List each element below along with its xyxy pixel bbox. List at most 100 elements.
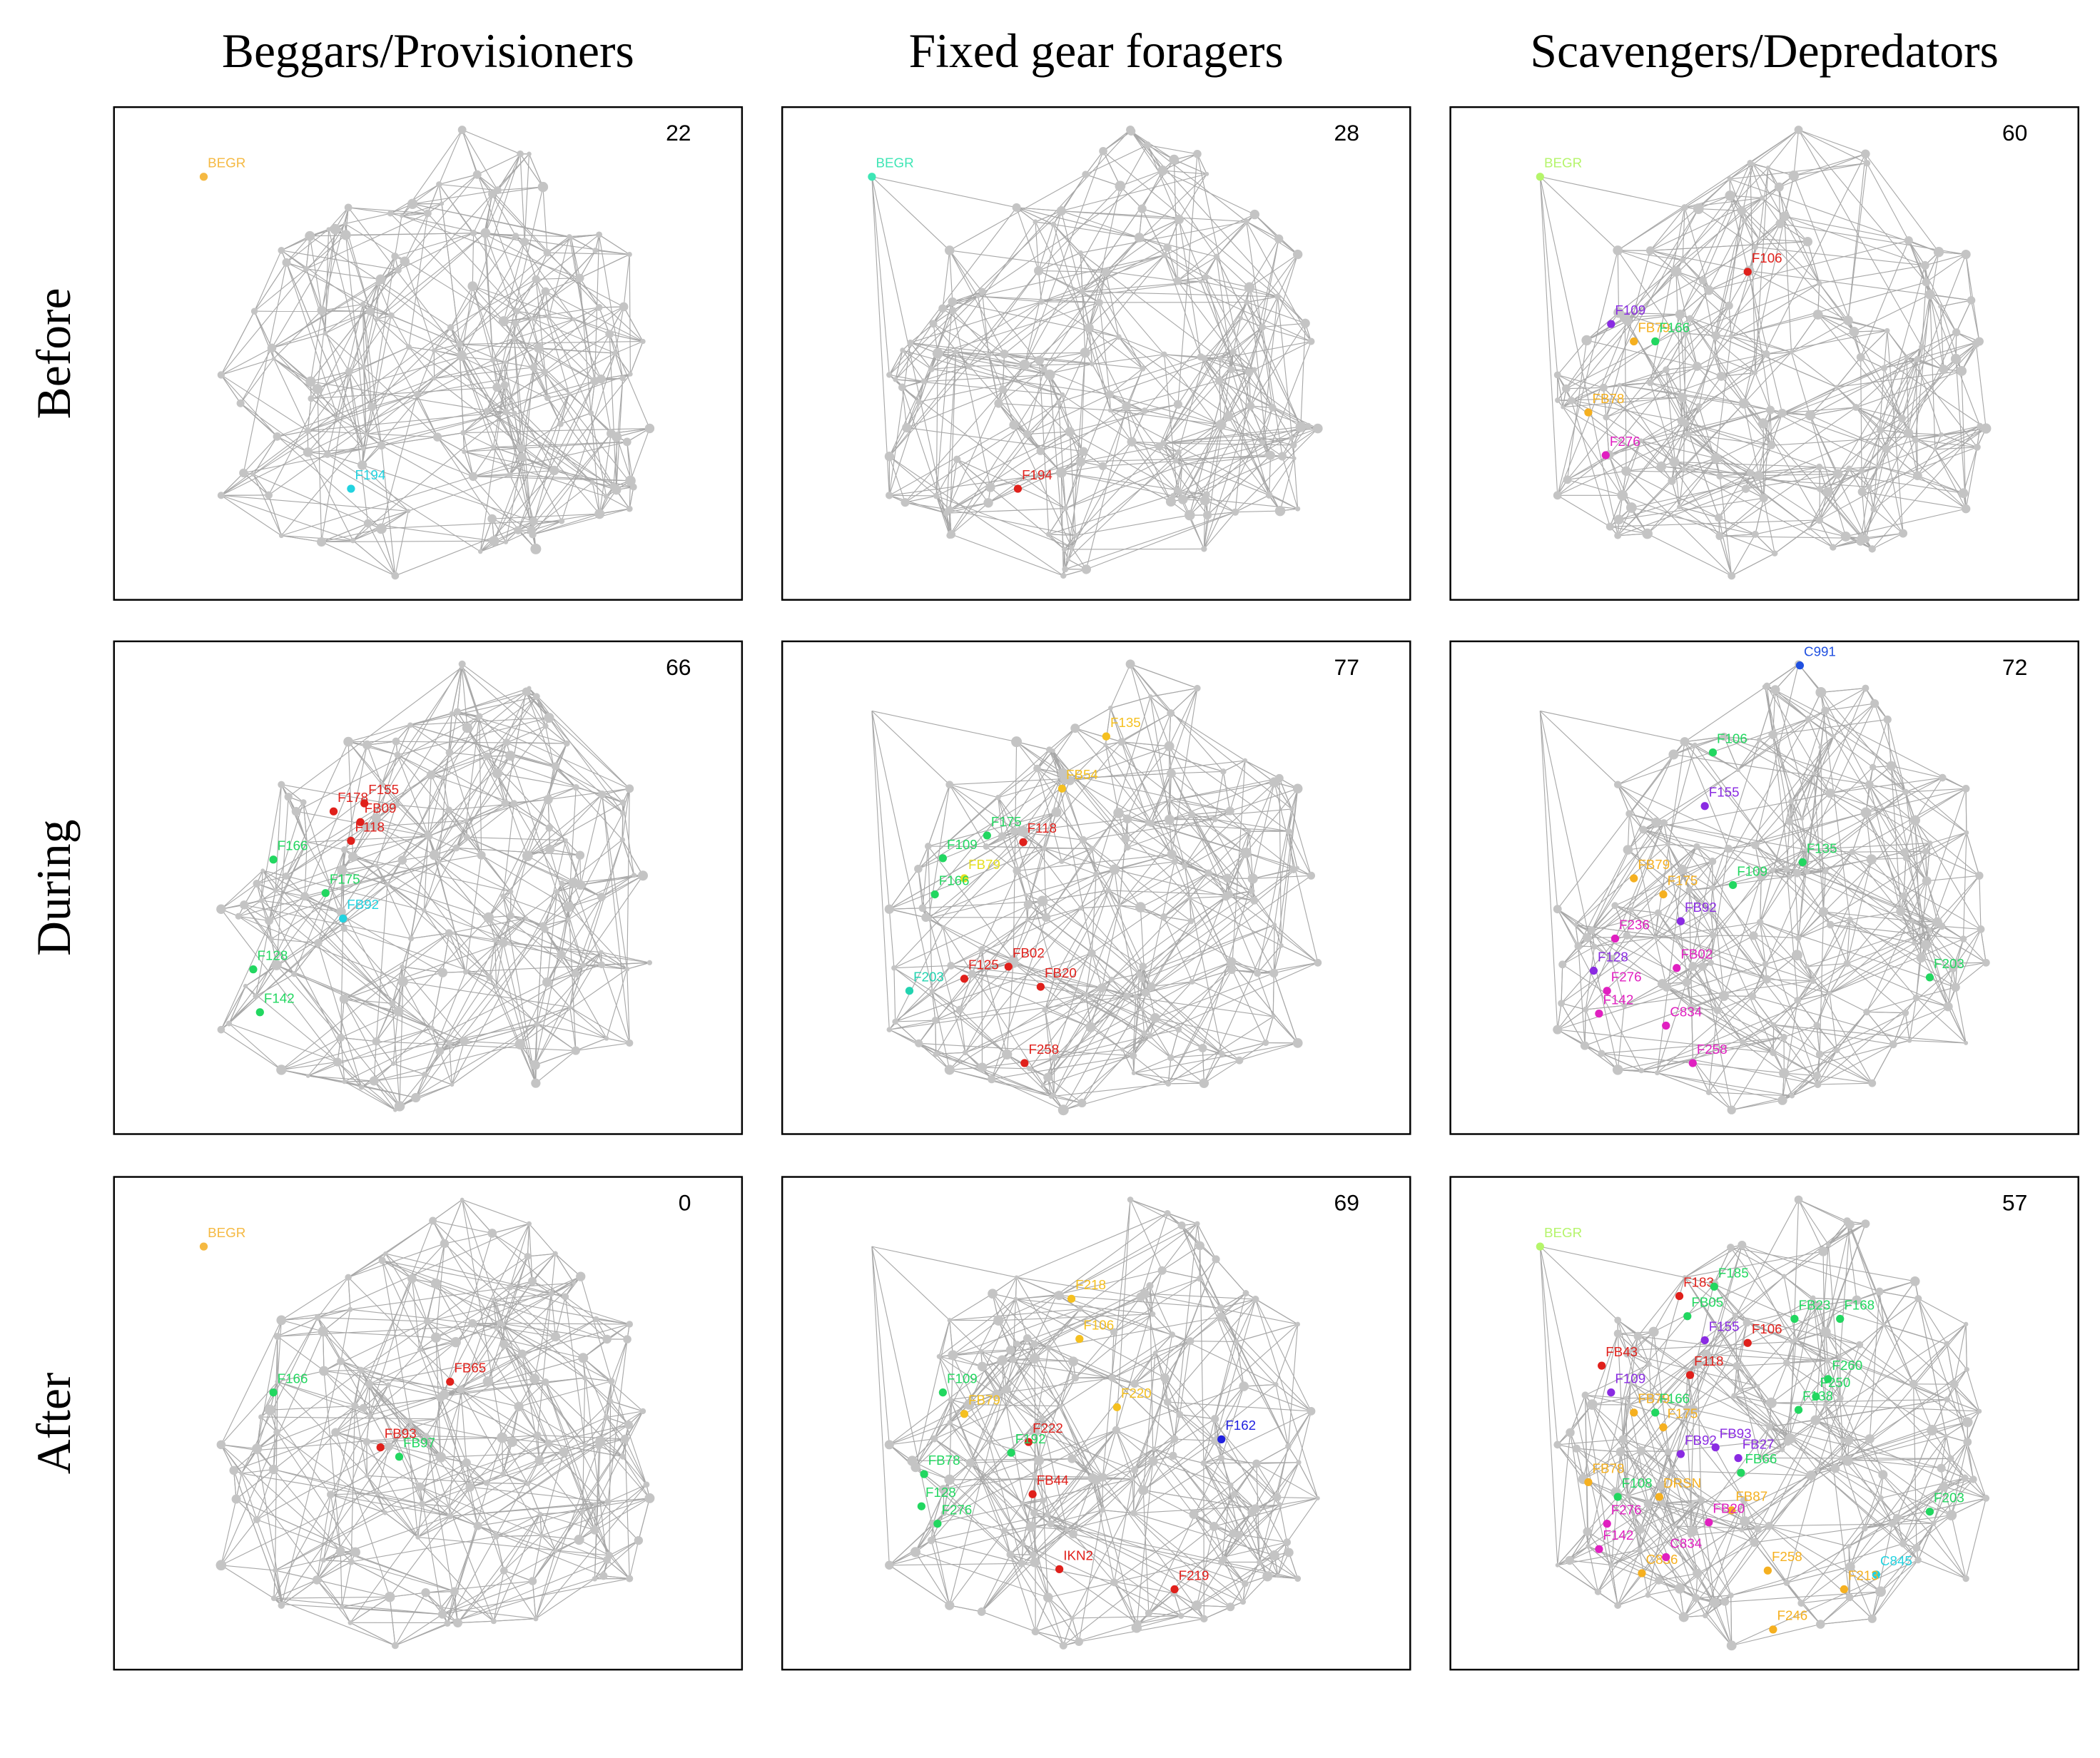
network-edge [1071,441,1132,548]
network-node [572,317,577,322]
network-edge [338,283,378,419]
network-node [637,870,649,881]
network-edge [998,369,1045,404]
network-node [282,258,291,268]
network-edge [1038,270,1100,303]
network-edge [1164,214,1255,255]
network-edge [602,962,650,965]
network-edge [321,310,370,312]
network-edge [1809,527,1846,537]
network-node [305,1074,310,1078]
network-node [510,800,518,808]
network-edge [1862,492,1867,539]
network-edge [449,1042,452,1085]
network-edge [1970,300,1980,342]
network-edge [380,394,417,529]
network-node [375,280,380,286]
network-edge [1219,380,1309,427]
network-edge [1817,314,1987,429]
network-edge [1873,509,1904,534]
network-edge [408,347,435,379]
network-edge [1731,335,1792,353]
network-node [1127,127,1136,136]
network-edge [399,981,404,1107]
network-edge [978,254,1165,297]
network-node [500,381,509,390]
node-label: BEGR [208,156,245,171]
network-edge [1819,519,1834,548]
network-node [440,775,445,780]
network-node [1856,537,1865,546]
network-edge [1685,283,1820,334]
network-edge [1743,352,1792,404]
network-edge [1603,387,1684,469]
network-edge [484,233,630,255]
network-edge [220,375,278,437]
network-node [1752,370,1758,375]
network-edge [1126,406,1132,442]
network-node [400,213,404,218]
network-node [524,916,529,920]
network-edge [255,965,278,997]
network-edge [348,371,364,449]
network-edge [1807,241,1820,284]
network-node [445,929,453,938]
network-node [1035,355,1045,365]
network-edge [1917,475,1964,494]
network-edge [535,1050,577,1084]
network-node [217,1025,225,1034]
network-edge [1906,357,1909,434]
network-edge [1139,219,1180,238]
network-node [505,751,516,761]
network-edge [1872,425,1981,549]
network-edge [1069,431,1082,462]
network-edge [933,301,953,325]
network-edge [1262,238,1279,327]
network-node [1099,146,1107,156]
network-node [464,818,469,823]
network-node [377,441,386,450]
network-edge [344,1081,396,1111]
network-edge [537,1023,577,1052]
network-edge [285,826,367,877]
network-node [514,526,522,534]
network-edge [623,306,644,342]
network-edge [1977,426,1981,447]
network-edge [1052,224,1165,355]
network-node [544,395,551,402]
network-node [1246,402,1255,410]
network-edge [978,295,1042,303]
network-node [1295,506,1301,512]
network-edge [473,469,554,477]
network-node [1614,532,1622,539]
network-edge [243,444,382,474]
network-edge [950,534,1064,576]
network-edge [1065,512,1236,570]
network-node [1127,437,1137,447]
network-edge [1294,458,1299,509]
network-node [1204,171,1209,176]
network-edge [1002,302,1100,390]
network-node [1681,466,1687,472]
network-edge [1855,370,1962,408]
network-edge [365,820,467,828]
network-edge [275,833,427,891]
network-edge [457,711,567,744]
network-node [343,736,354,747]
network-edge [1762,198,1781,224]
network-edge [1961,343,1977,372]
network-edge [1702,280,1722,377]
network-edge [1277,254,1299,298]
column-header: Beggars/Provisioners [222,24,634,78]
network-edge [1780,223,1808,243]
network-edge [1562,260,1683,407]
network-node [598,961,606,969]
network-edge [305,234,346,270]
network-edge [1730,283,1820,337]
network-edge [549,848,580,856]
network-edge [1847,320,1887,332]
network-edge [390,213,514,339]
network-edge [504,338,515,363]
network-node [271,356,276,361]
network-node [445,806,452,814]
